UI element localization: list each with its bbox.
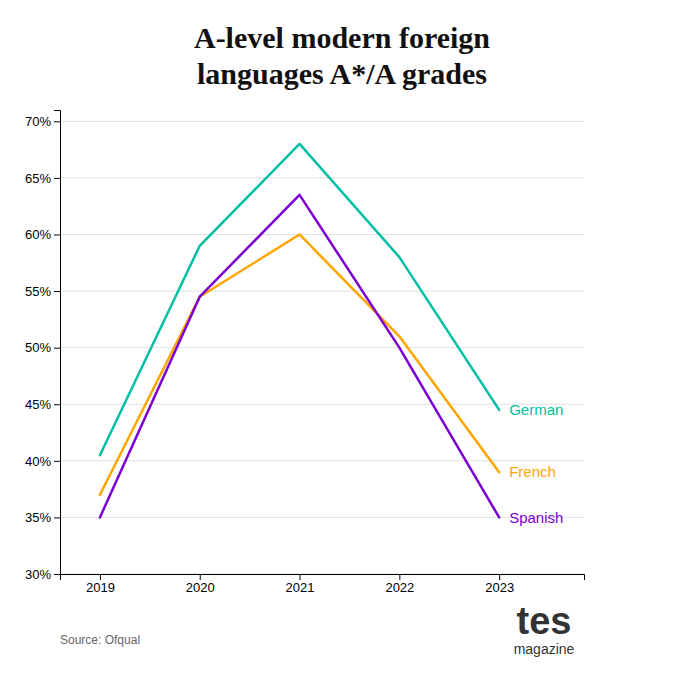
y-tick: 30% <box>25 567 60 582</box>
plot: 2019 2020 2021 2022 2023 30% 35% 40% 45% 50% 55% 60… <box>25 111 585 596</box>
y-tick-mark <box>54 121 60 122</box>
grid-line <box>60 291 584 292</box>
title-line: languages A*/A grades <box>197 57 487 90</box>
grid-line <box>60 460 584 461</box>
x-tick-mark <box>399 574 400 580</box>
logo-subtext: magazine <box>514 641 575 657</box>
y-tick-mark <box>54 461 60 462</box>
y-tick-label: 40% <box>25 453 51 468</box>
series-line <box>100 144 499 455</box>
y-tick: 45% <box>25 397 60 412</box>
y-tick-mark <box>54 178 60 179</box>
y-tick-mark <box>54 348 60 349</box>
x-tick-label: 2020 <box>186 580 215 595</box>
x-tick-label: 2019 <box>86 580 115 595</box>
y-tick-label: 55% <box>25 284 51 299</box>
y-tick: 35% <box>25 510 60 525</box>
x-tick-mark <box>100 574 101 580</box>
lines <box>100 144 499 517</box>
x-tick-label: 2022 <box>385 580 414 595</box>
grid-line <box>60 177 584 178</box>
y-tick: 60% <box>25 227 60 242</box>
y-tick-label: 60% <box>25 227 51 242</box>
x-axis: 2019 2020 2021 2022 2023 <box>61 574 585 595</box>
x-axis-line <box>61 575 585 581</box>
x-tick: 2021 <box>286 574 315 595</box>
series-label: German <box>509 401 563 418</box>
y-tick-mark <box>54 234 60 235</box>
x-tick-mark <box>300 574 301 580</box>
y-tick-mark <box>54 291 60 292</box>
title: A-level modern foreignlanguages A*/A gra… <box>194 21 490 90</box>
title-line: A-level modern foreign <box>194 21 490 54</box>
y-tick: 40% <box>25 453 60 468</box>
grid <box>60 121 584 574</box>
series-label: French <box>509 463 556 480</box>
x-tick: 2022 <box>385 574 414 595</box>
grid-line <box>60 121 584 122</box>
chart: A-level modern foreignlanguages A*/A gra… <box>0 0 684 684</box>
logo-text: tes <box>517 600 572 642</box>
y-tick-mark <box>54 404 60 405</box>
y-tick-label: 50% <box>25 340 51 355</box>
y-tick-mark <box>54 574 60 575</box>
y-tick-label: 35% <box>25 510 51 525</box>
y-tick: 70% <box>25 114 60 129</box>
y-axis-line <box>54 111 61 575</box>
grid-line <box>60 404 584 405</box>
series-label: Spanish <box>509 509 563 526</box>
grid-line <box>60 347 584 348</box>
x-tick-label: 2023 <box>485 580 514 595</box>
y-tick-label: 45% <box>25 397 51 412</box>
y-tick: 65% <box>25 171 60 186</box>
grid-line <box>60 517 584 518</box>
y-tick-label: 70% <box>25 114 51 129</box>
x-tick-label: 2021 <box>286 580 315 595</box>
series-line <box>100 234 499 494</box>
y-tick-mark <box>54 517 60 518</box>
y-axis: 30% 35% 40% 45% 50% 55% 60% 65% 70% <box>25 111 61 582</box>
x-tick: 2023 <box>485 574 514 595</box>
x-tick: 2019 <box>86 574 115 595</box>
y-tick-label: 65% <box>25 171 51 186</box>
y-tick: 50% <box>25 340 60 355</box>
x-tick-mark <box>200 574 201 580</box>
series-line <box>100 195 499 518</box>
y-tick-label: 30% <box>25 567 51 582</box>
grid-line <box>60 234 584 235</box>
source-note: Source: Ofqual <box>60 633 140 647</box>
x-tick-mark <box>499 574 500 580</box>
x-tick: 2020 <box>186 574 215 595</box>
annotations: Source: Ofqual tesmagazine <box>60 600 575 657</box>
series-labels: German French Spanish <box>509 401 563 526</box>
y-tick: 55% <box>25 284 60 299</box>
